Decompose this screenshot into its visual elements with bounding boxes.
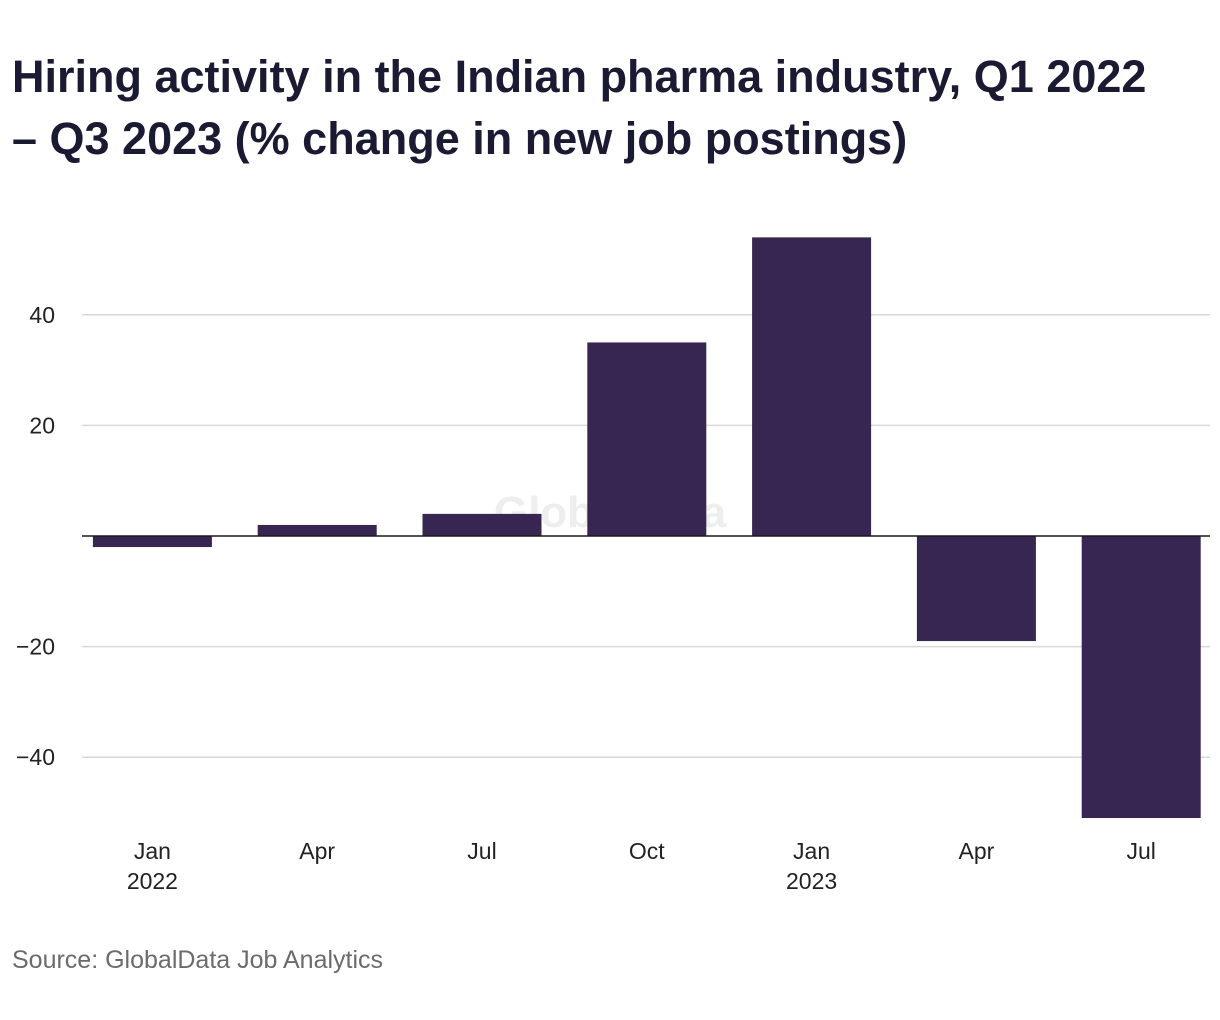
- x-tick-label: Apr: [299, 838, 335, 864]
- bar-4: [752, 237, 872, 536]
- bar-1: [257, 524, 377, 536]
- bar-5: [916, 536, 1036, 642]
- chart-title: Hiring activity in the Indian pharma ind…: [12, 51, 1147, 164]
- y-tick-label: 40: [29, 302, 55, 328]
- x-tick-label: Jan: [793, 838, 830, 864]
- bar-0: [92, 536, 212, 548]
- x-tick-year-label: 2022: [127, 868, 178, 894]
- bar-6: [1081, 536, 1201, 819]
- source-note: Source: GlobalData Job Analytics: [12, 946, 384, 974]
- y-axis-ticks: 40 20 −20 −40: [16, 302, 55, 770]
- y-tick-label: −40: [16, 744, 55, 770]
- x-axis-ticks: Jan 2022 Apr Jul Oct Jan 2023 Apr Jul: [127, 838, 1156, 894]
- x-tick-label: Oct: [629, 838, 665, 864]
- x-tick-label: Jul: [467, 838, 496, 864]
- gridlines: [82, 314, 1210, 758]
- x-tick-year-label: 2023: [786, 868, 837, 894]
- y-tick-label: −20: [16, 634, 55, 660]
- bar-2: [422, 513, 542, 536]
- bars: [92, 237, 1201, 819]
- bar-3: [587, 342, 707, 536]
- x-tick-label: Jan: [134, 838, 171, 864]
- x-tick-label: Jul: [1126, 838, 1155, 864]
- x-tick-label: Apr: [959, 838, 995, 864]
- y-tick-label: 20: [29, 412, 55, 438]
